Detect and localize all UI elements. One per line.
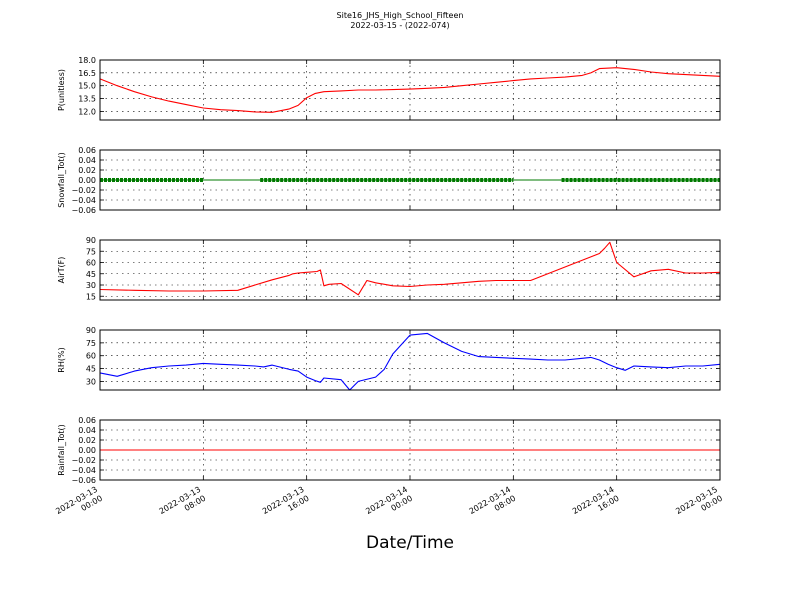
chart-subtitle: 2022-03-15 - (2022-074)	[350, 21, 450, 30]
y-tick-label: 90	[86, 326, 96, 335]
series-line	[99, 241, 721, 296]
y-tick-label: 45	[86, 270, 96, 279]
y-tick-label: −0.02	[71, 456, 96, 465]
y-tick-label: −0.06	[71, 206, 96, 215]
y-tick-label: 0.04	[78, 426, 96, 435]
chart-title: Site16_JHS_High_School_Fifteen	[336, 11, 464, 20]
y-tick-label: 90	[86, 236, 96, 245]
series-line	[99, 67, 721, 113]
y-tick-label: 0.00	[78, 176, 96, 185]
plot-frame	[99, 329, 721, 391]
y-axis-label: P(unitless)	[57, 69, 66, 111]
plot-frame	[99, 419, 721, 481]
y-tick-label: 15	[86, 292, 96, 301]
y-tick-label: 75	[86, 339, 96, 348]
y-axis-label: Snowfall_Tot()	[57, 152, 66, 208]
y-tick-label: 0.06	[78, 146, 96, 155]
y-tick-label: 16.5	[78, 69, 96, 78]
y-tick-label: 18.0	[78, 56, 96, 65]
y-tick-label: 0.04	[78, 156, 96, 165]
y-tick-label: 0.02	[78, 166, 96, 175]
y-tick-label: 30	[86, 281, 96, 290]
x-axis-label: Date/Time	[366, 533, 454, 553]
x-tick-label: 2022-03-1400:00	[364, 485, 414, 525]
y-tick-label: 0.06	[78, 416, 96, 425]
y-tick-label: 0.02	[78, 436, 96, 445]
y-tick-label: −0.04	[71, 196, 96, 205]
y-tick-label: 15.0	[78, 82, 96, 91]
y-tick-label: −0.04	[71, 466, 96, 475]
y-tick-label: 60	[86, 259, 96, 268]
y-tick-label: 13.5	[78, 95, 96, 104]
x-tick-label: 2022-03-1300:00	[54, 485, 104, 525]
y-tick-label: 30	[86, 377, 96, 386]
y-tick-label: 45	[86, 365, 96, 374]
y-axis-label: RH(%)	[57, 347, 66, 372]
x-tick-label: 2022-03-1308:00	[158, 485, 208, 525]
x-tick-label: 2022-03-1316:00	[261, 485, 311, 525]
plot-frame	[99, 149, 721, 211]
y-tick-label: −0.06	[71, 476, 96, 485]
y-tick-label: 12.0	[78, 107, 96, 116]
plot-frame	[99, 239, 721, 301]
x-tick-label: 2022-03-1416:00	[571, 485, 621, 525]
series-line	[99, 332, 721, 391]
y-tick-label: −0.02	[71, 186, 96, 195]
y-axis-label: Rainfall_Tot()	[57, 424, 66, 476]
y-tick-label: 0.00	[78, 446, 96, 455]
x-tick-label: 2022-03-1500:00	[674, 485, 724, 525]
plot-frame	[99, 59, 721, 121]
y-tick-label: 75	[86, 247, 96, 256]
y-tick-label: 60	[86, 352, 96, 361]
y-axis-label: AirT(F)	[57, 257, 66, 284]
x-tick-label: 2022-03-1408:00	[468, 485, 518, 525]
